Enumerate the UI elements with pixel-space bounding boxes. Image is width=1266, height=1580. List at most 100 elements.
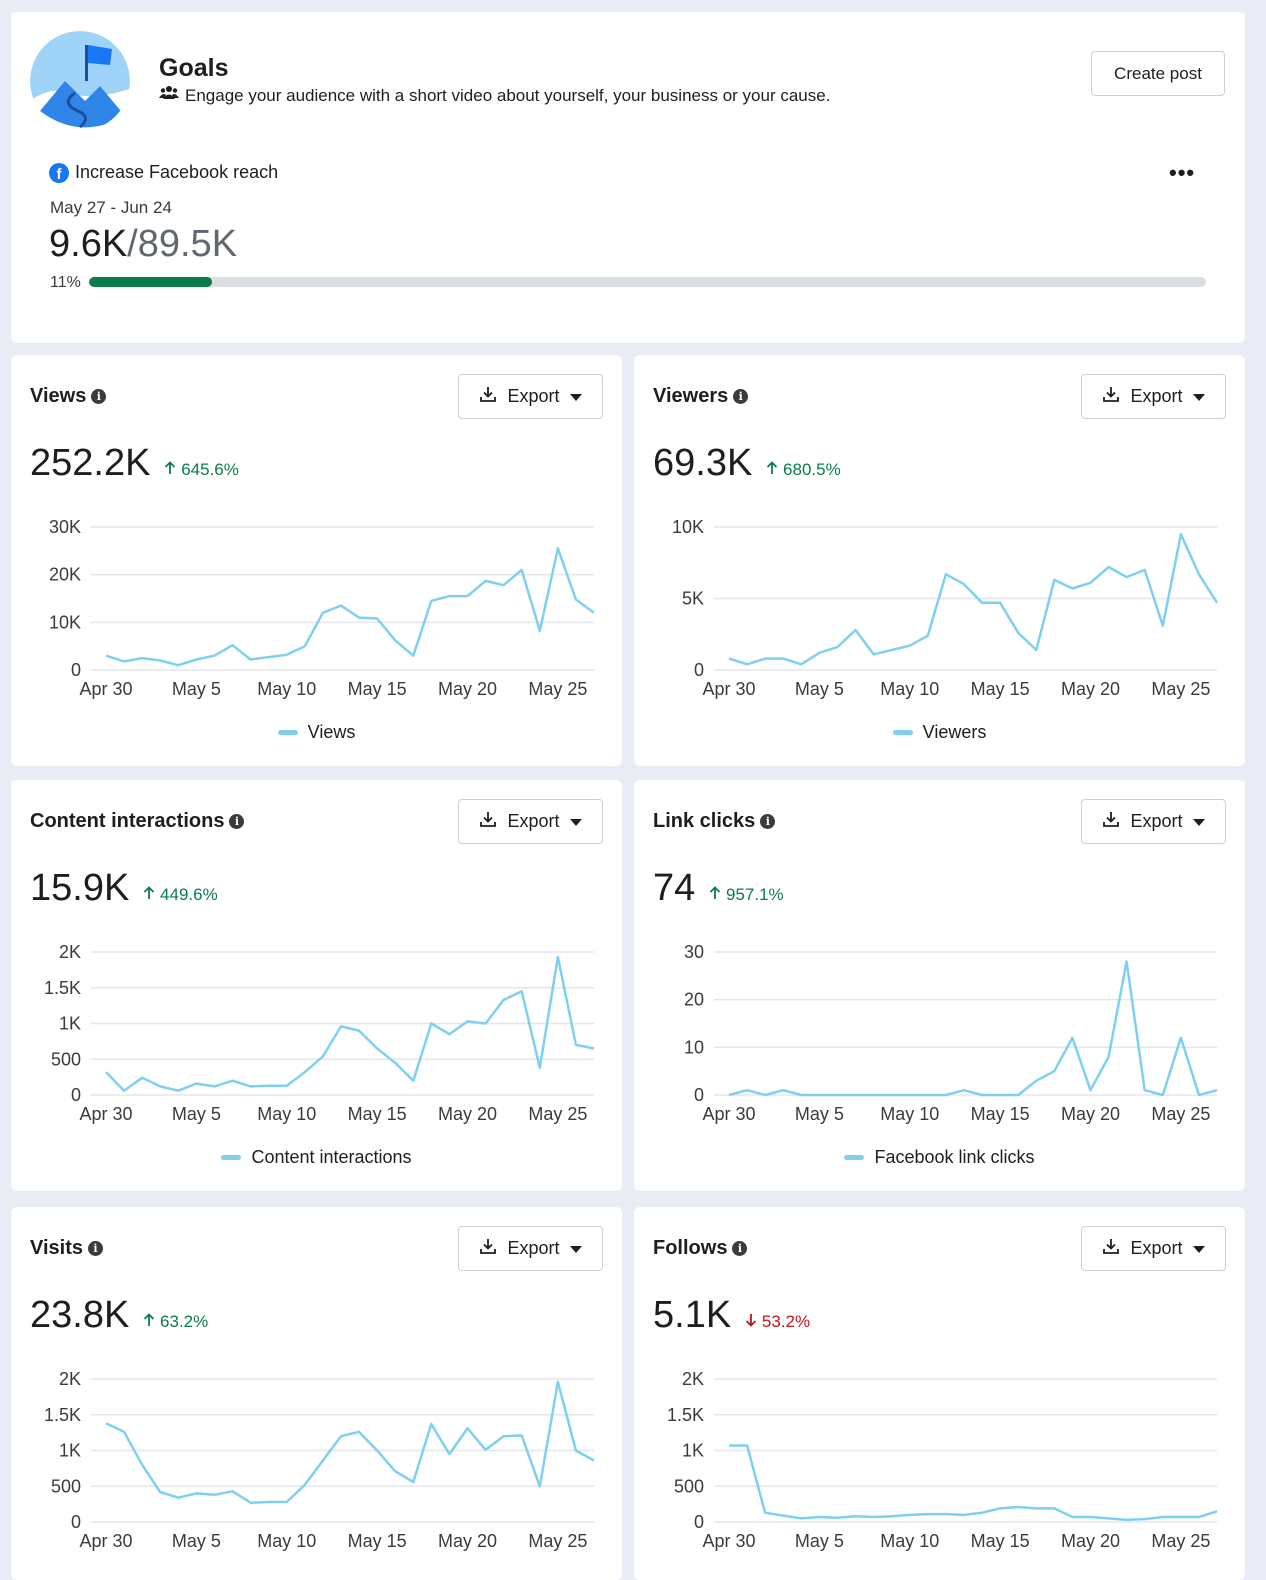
metric-value: 15.9K 449.6% [30,867,218,910]
export-label: Export [1130,386,1183,406]
y-tick-label: 20 [684,990,704,1010]
x-tick-label: Apr 30 [702,679,755,699]
export-button[interactable]: Export [458,799,603,844]
download-icon [479,810,497,833]
y-tick-label: 0 [694,1085,704,1105]
y-tick-label: 20K [49,565,81,585]
export-button[interactable]: Export [1081,799,1226,844]
export-button[interactable]: Export [1081,1226,1226,1271]
caret-down-icon [1192,811,1205,832]
series-line[interactable] [728,960,1218,1097]
info-icon[interactable]: i [91,389,107,404]
metric-change: 645.6% [164,460,239,480]
legend-swatch [221,1155,242,1160]
create-post-button[interactable]: Create post [1091,51,1225,96]
caret-down-icon [569,1238,582,1259]
follows-card: Follows i Export 5.1K 53.2% 0 500 1K 1.5K 2K… [634,1207,1245,1580]
goals-subtitle: Engage your audience with a short video … [159,85,830,106]
x-tick-label: May 25 [1151,1104,1210,1124]
line-chart: 0 500 1K 1.5K 2K Apr 30 May 5 May 10 May 15 May 2… [44,1369,595,1551]
export-label: Export [507,386,560,406]
viewers-card: Viewers i Export 69.3K 680.5% 0 5K 10K Apr … [634,355,1245,766]
metric-value: 69.3K 680.5% [653,442,841,485]
info-icon[interactable]: i [732,1241,748,1256]
series-line[interactable] [729,1444,1218,1522]
metric-change: 63.2% [143,1312,208,1332]
y-tick-label: 1K [59,1441,81,1461]
series-line[interactable] [105,955,595,1092]
caret-down-icon [1192,386,1205,407]
metric-title-text: Visits [30,1237,83,1259]
y-tick-label: 5K [682,589,704,609]
export-button[interactable]: Export [458,374,603,419]
y-tick-label: 2K [682,1369,704,1389]
goals-card: Goals Engage your audience with a short … [11,12,1245,343]
metric-value: 74 957.1% [653,867,784,910]
chart-legend: Viewers [634,722,1245,743]
info-icon[interactable]: i [229,814,245,829]
series-line[interactable] [728,532,1219,666]
goal-current: 9.6K [49,223,128,265]
x-tick-label: May 5 [795,1104,844,1124]
metric-title: Follows i [653,1237,748,1260]
x-tick-label: May 15 [348,1531,407,1551]
goal-date-range: May 27 - Jun 24 [50,198,172,217]
x-tick-label: Apr 30 [79,1531,132,1551]
content-interactions-card: Content interactions i Export 15.9K 449.… [11,780,622,1191]
y-tick-label: 30 [684,942,704,962]
x-tick-label: May 20 [1061,679,1120,699]
metric-total: 15.9K [30,867,130,909]
legend-swatch [844,1155,865,1160]
x-tick-label: May 15 [971,679,1030,699]
info-icon[interactable]: i [733,389,749,404]
metric-change-value: 645.6% [181,460,239,479]
x-tick-label: May 25 [528,1104,587,1124]
x-tick-label: May 20 [438,1104,497,1124]
series-line[interactable] [105,1380,595,1504]
x-tick-label: May 15 [348,679,407,699]
legend-label: Viewers [922,722,987,742]
arrow-up-icon [143,885,160,904]
legend-swatch [892,730,913,735]
y-tick-label: 0 [71,1512,81,1532]
export-label: Export [507,811,560,831]
y-tick-label: 10K [49,612,81,632]
facebook-icon: f [49,162,69,183]
metric-title: Viewers i [653,385,749,408]
info-icon[interactable]: i [760,814,776,829]
goals-subtitle-text: Engage your audience with a short video … [185,85,831,105]
y-tick-label: 10 [684,1037,704,1057]
metric-title: Content interactions i [30,810,245,833]
x-tick-label: May 15 [348,1104,407,1124]
metric-change-value: 53.2% [761,1312,811,1331]
download-icon [1102,385,1120,408]
chart-legend: Content interactions [11,1147,622,1168]
metric-title: Views i [30,385,107,408]
x-tick-label: May 10 [257,1104,316,1124]
chart-legend: Facebook link clicks [634,1147,1245,1168]
flag-mountain-icon [30,31,130,131]
x-tick-label: Apr 30 [79,679,132,699]
x-tick-label: May 10 [257,679,316,699]
x-tick-label: May 10 [257,1531,316,1551]
download-icon [1102,1237,1120,1260]
goal-target: /89.5K [127,223,238,265]
download-icon [1102,810,1120,833]
y-tick-label: 500 [674,1476,704,1496]
people-icon [159,85,179,106]
x-tick-label: May 25 [1151,679,1210,699]
metric-change-value: 63.2% [160,1312,209,1331]
info-icon[interactable]: i [88,1241,103,1256]
metric-value: 23.8K 63.2% [30,1294,208,1337]
export-button[interactable]: Export [458,1226,603,1271]
legend-label: Facebook link clicks [874,1147,1035,1167]
metric-change: 680.5% [766,460,841,480]
series-line[interactable] [105,547,595,667]
export-button[interactable]: Export [1081,374,1226,419]
x-tick-label: Apr 30 [702,1531,755,1551]
x-tick-label: May 15 [971,1531,1030,1551]
y-tick-label: 0 [71,1085,81,1105]
y-tick-label: 1K [682,1441,704,1461]
arrow-down-icon [745,1312,762,1331]
more-options-icon[interactable]: ••• [1169,160,1196,185]
